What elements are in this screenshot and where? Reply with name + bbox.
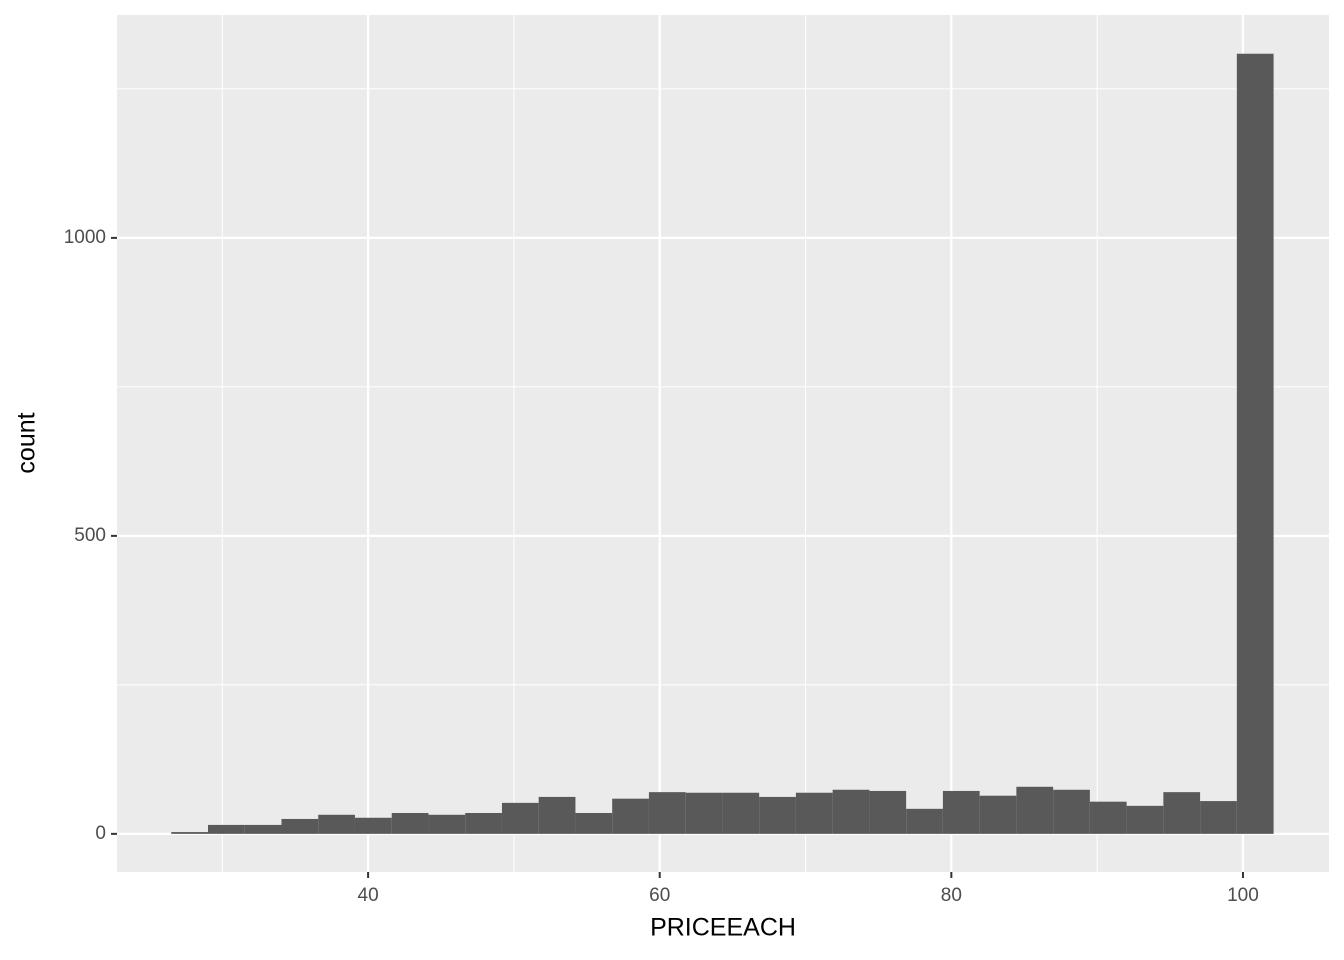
bar <box>1200 801 1237 834</box>
bar <box>1016 786 1054 834</box>
bar <box>207 824 245 834</box>
bar <box>795 792 833 834</box>
y-tick-label: 0 <box>95 823 106 844</box>
bar <box>318 814 355 834</box>
bar <box>428 814 466 834</box>
bar <box>722 792 760 834</box>
bar <box>281 818 319 834</box>
bar <box>171 832 208 834</box>
x-tick-label: 60 <box>649 885 670 906</box>
bar <box>244 824 282 834</box>
bar <box>612 798 649 834</box>
bar <box>538 796 576 834</box>
y-axis-title: count <box>13 412 41 473</box>
bar <box>501 802 539 834</box>
bar <box>832 789 870 834</box>
bars <box>171 53 1274 834</box>
bar <box>575 812 613 834</box>
panel <box>117 15 1329 872</box>
y-tick-label: 1000 <box>64 227 106 248</box>
bar <box>979 795 1017 834</box>
bar <box>465 812 502 834</box>
bar <box>869 790 907 834</box>
bar <box>942 790 980 834</box>
bar <box>648 792 686 834</box>
bar <box>906 808 943 834</box>
bar <box>1089 801 1127 834</box>
x-tick-label: 80 <box>941 885 962 906</box>
bar <box>1053 789 1090 834</box>
x-axis-title: PRICEEACH <box>650 914 796 942</box>
bar <box>759 796 796 834</box>
x-tick-label: 40 <box>358 885 379 906</box>
bar <box>354 817 392 834</box>
bar <box>391 812 429 834</box>
bar <box>1163 792 1201 834</box>
y-tick-label: 500 <box>74 525 106 546</box>
bar <box>1126 805 1164 834</box>
bar <box>685 792 723 834</box>
bar <box>1236 53 1274 834</box>
x-tick-label: 100 <box>1227 885 1259 906</box>
